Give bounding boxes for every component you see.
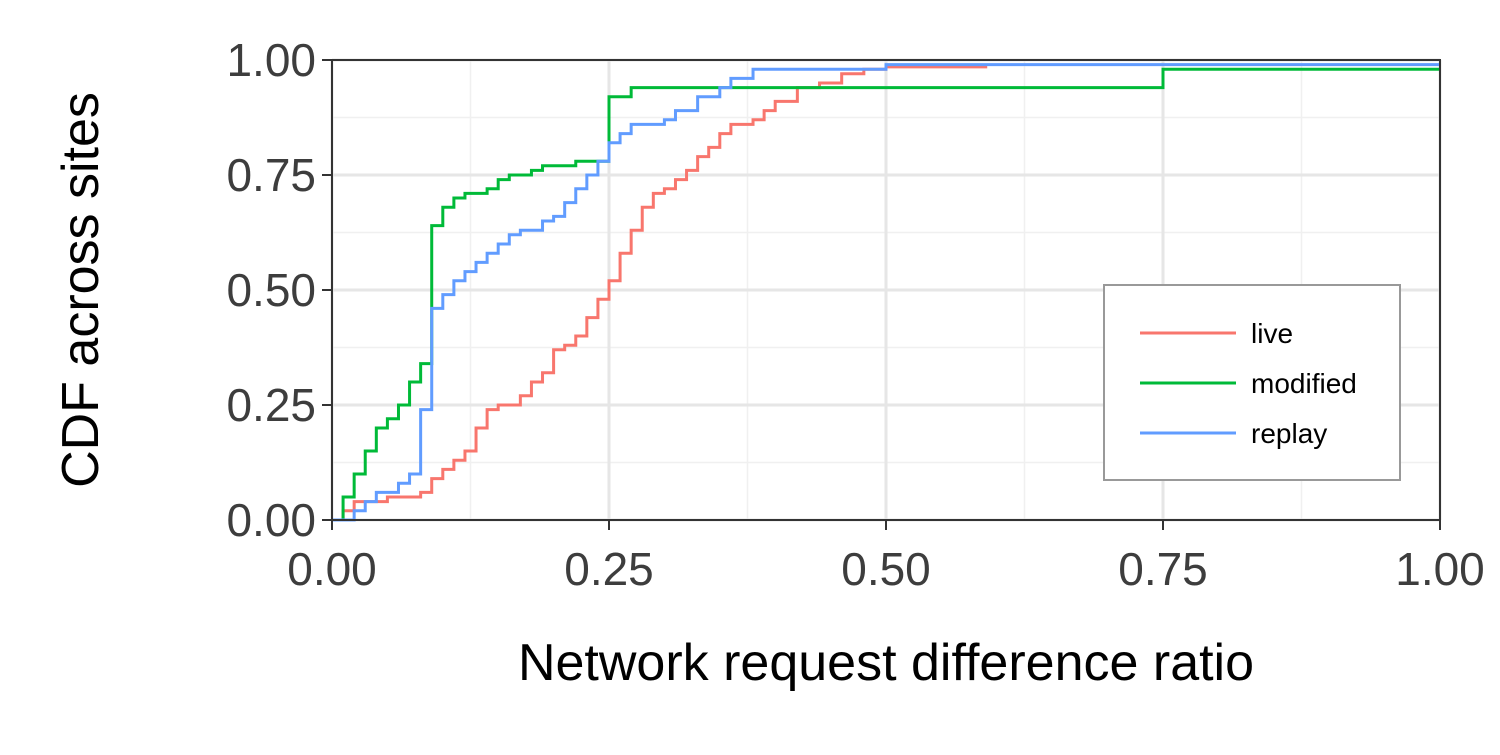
axes: 0.00 0.25 0.50 0.75 1.00 0.00 0.25 0.50 0.75 1.00: [226, 34, 1484, 595]
legend-label-live: live: [1251, 318, 1293, 349]
y-tick-label: 0.50: [226, 264, 316, 316]
series-lines: [332, 63, 1440, 522]
y-tick-label: 0.75: [226, 149, 316, 201]
legend-label-modified: modified: [1251, 368, 1357, 399]
y-tick-label: 0.25: [226, 379, 316, 431]
x-tick-label: 0.50: [841, 543, 931, 595]
y-axis-title: CDF across sites: [52, 92, 110, 488]
y-tick-label: 0.00: [226, 494, 316, 546]
series-line-replay: [332, 63, 1440, 522]
x-axis-title: Network request difference ratio: [518, 634, 1254, 692]
x-tick-label: 0.25: [564, 543, 654, 595]
x-tick-label: 0.75: [1118, 543, 1208, 595]
legend-label-replay: replay: [1251, 418, 1327, 449]
x-tick-label: 1.00: [1395, 543, 1485, 595]
x-tick-label: 0.00: [287, 543, 377, 595]
legend: live modified replay: [1103, 284, 1401, 481]
y-tick-label: 1.00: [226, 34, 316, 86]
series-line-live: [332, 64, 988, 522]
